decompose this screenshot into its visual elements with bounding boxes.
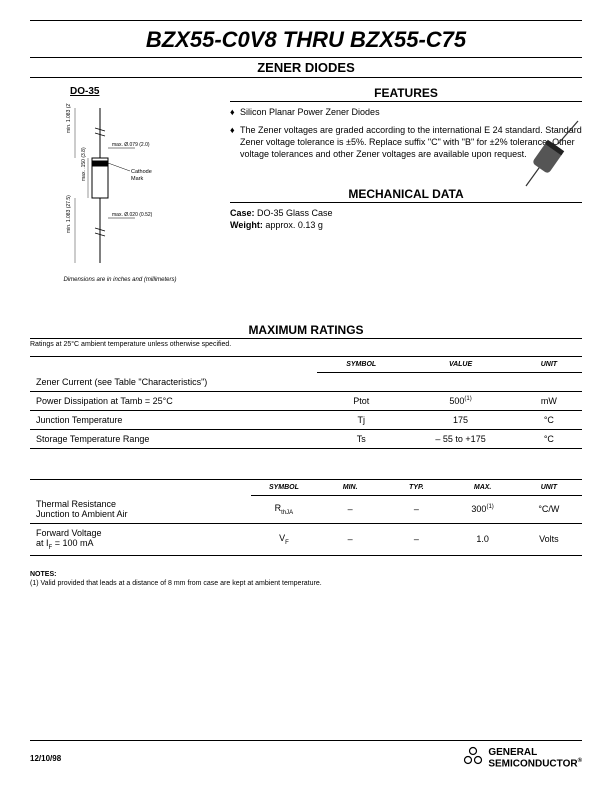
notes-section: NOTES: (1) Valid provided that leads at … — [30, 570, 582, 588]
max-ratings-table: SYMBOL VALUE UNIT Zener Current (see Tab… — [30, 357, 582, 449]
table-row: Storage Temperature RangeTs– 55 to +175°… — [30, 429, 582, 448]
features-heading: FEATURES — [230, 86, 582, 102]
cathode-label: Cathode — [131, 169, 152, 175]
footer-date: 12/10/98 — [30, 754, 61, 763]
thermal-table: SYMBOL MIN. TYP. MAX. UNIT Thermal Resis… — [30, 480, 582, 556]
dimensions-note: Dimensions are in inches and (millimeter… — [30, 277, 210, 283]
table-row: Forward Voltageat IF = 100 mAVF––1.0Volt… — [30, 524, 582, 556]
table-row: Power Dissipation at Tamb = 25°CPtot500(… — [30, 391, 582, 410]
svg-text:min. 1.083 (27.5): min. 1.083 (27.5) — [66, 103, 72, 133]
svg-text:max. .150 (3.8): max. .150 (3.8) — [81, 147, 87, 181]
table-row: Thermal ResistanceJunction to Ambient Ai… — [30, 495, 582, 524]
bullet-icon: ♦ — [230, 106, 240, 118]
svg-text:min. 1.083 (27.5): min. 1.083 (27.5) — [66, 195, 72, 233]
company-logo: GENERAL SEMICONDUCTOR® — [462, 745, 582, 772]
table-row: Junction TemperatureTj175°C — [30, 410, 582, 429]
table-row: Zener Current (see Table "Characteristic… — [30, 373, 582, 392]
package-diagram: max. Ø.079 (2.0) Cathode Mark max. Ø.020… — [30, 103, 190, 273]
subtitle: ZENER DIODES — [30, 60, 582, 77]
mechanical-content: Case: DO-35 Glass Case Weight: approx. 0… — [230, 207, 582, 232]
max-ratings-heading: MAXIMUM RATINGS — [30, 323, 582, 339]
package-label: DO-35 — [70, 86, 210, 97]
diode-image — [516, 116, 586, 196]
bullet-icon: ♦ — [230, 124, 240, 160]
dim-bot: max. Ø.020 (0.52) — [112, 212, 153, 218]
svg-text:Mark: Mark — [131, 176, 143, 182]
logo-icon — [462, 745, 484, 772]
ratings-note: Ratings at 25°C ambient temperature unle… — [30, 341, 582, 348]
footer: 12/10/98 GENERAL SEMICONDUCTOR® — [30, 740, 582, 772]
main-title: BZX55-C0V8 THRU BZX55-C75 — [30, 23, 582, 57]
dim-top: max. Ø.079 (2.0) — [112, 142, 150, 148]
